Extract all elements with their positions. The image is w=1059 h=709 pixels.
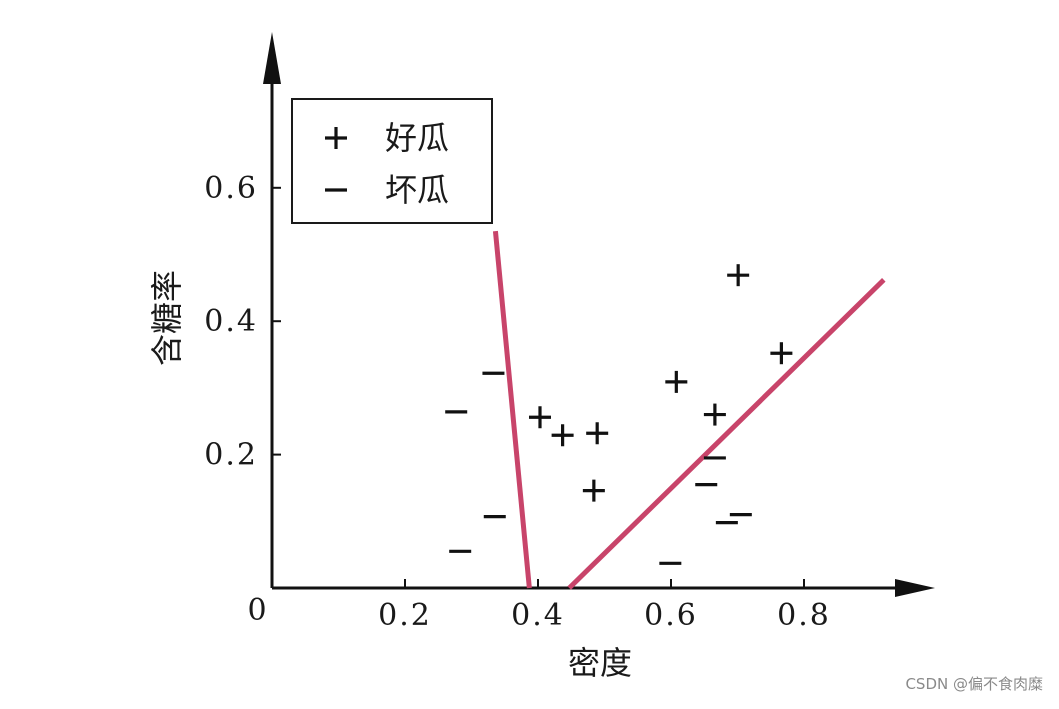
y-tick-label: 0.4 xyxy=(204,304,258,339)
y-tick-label: 0.2 xyxy=(204,438,258,473)
legend-box xyxy=(291,98,493,224)
x-tick-label: 0.8 xyxy=(777,598,831,633)
x-axis-title: 密度 xyxy=(568,644,632,682)
legend-label: 坏瓜 xyxy=(385,171,449,209)
y-tick-label: 0.6 xyxy=(204,171,258,206)
point-good-melon xyxy=(703,403,726,426)
point-good-melon xyxy=(551,424,574,447)
origin-label: 0 xyxy=(247,593,268,628)
point-good-melon xyxy=(770,342,793,365)
watermark: CSDN @偏不食肉糜 xyxy=(905,675,1043,693)
point-good-melon xyxy=(528,406,551,429)
boundary-line-2 xyxy=(567,278,886,590)
point-good-melon xyxy=(586,422,609,445)
point-good-melon xyxy=(727,264,750,287)
axes xyxy=(263,32,935,597)
y-axis-arrow xyxy=(263,32,281,84)
data-points xyxy=(445,264,793,565)
legend-label: 好瓜 xyxy=(385,119,449,157)
point-good-melon xyxy=(582,479,605,502)
tick-marks: 0.2 0.4 0.6 0.8 0.2 0.4 0.6 xyxy=(204,171,831,633)
decision-boundaries xyxy=(492,230,886,590)
x-tick-label: 0.4 xyxy=(511,598,565,633)
y-axis-title: 含糖率 xyxy=(148,270,186,366)
x-tick-label: 0.6 xyxy=(644,598,698,633)
point-good-melon xyxy=(665,370,688,393)
x-tick-label: 0.2 xyxy=(378,598,432,633)
legend-marker-plus xyxy=(325,127,347,149)
x-axis-arrow xyxy=(895,579,935,597)
boundary-line-1 xyxy=(492,230,532,589)
